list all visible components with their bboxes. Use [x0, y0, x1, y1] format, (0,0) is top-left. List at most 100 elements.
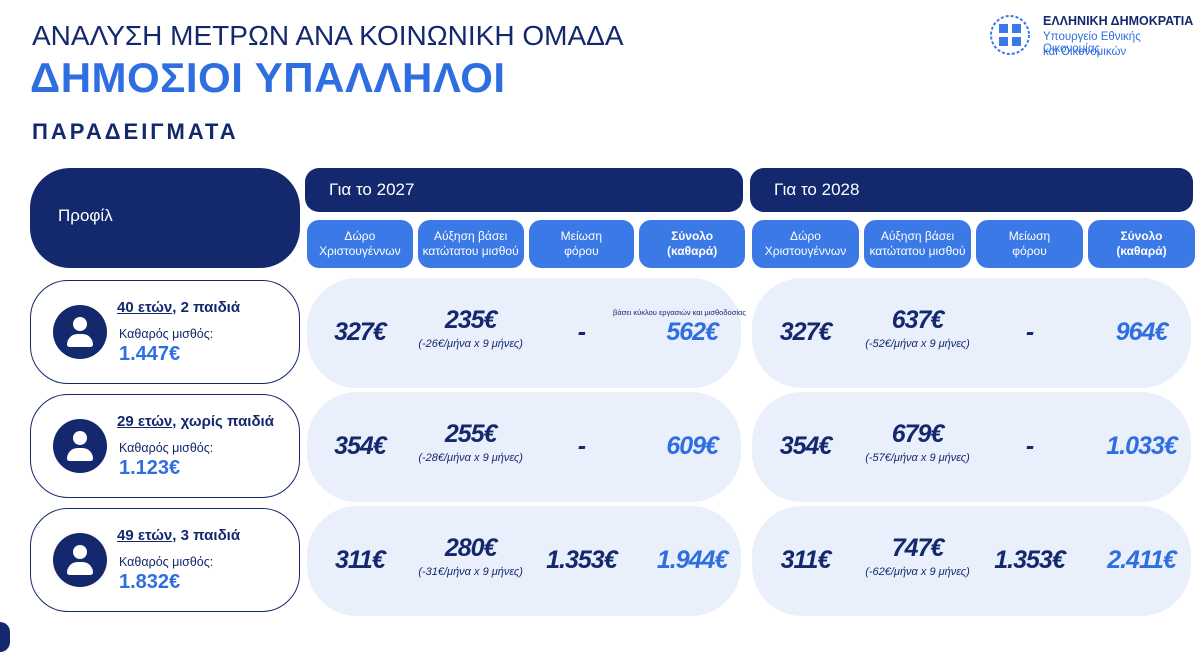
- profile-card: 49 ετών, 3 παιδιά Καθαρός μισθός: 1.832€: [30, 508, 300, 612]
- row-panel: 327€ 637€ (-52€/μήνα x 9 μήνες) - 964€: [752, 278, 1191, 388]
- tax-reduction: -: [577, 318, 586, 346]
- row-panel: 327€ 235€ (-26€/μήνα x 9 μήνες) - 562€: [307, 278, 741, 388]
- column-header-line: Χριστουγέννων: [319, 244, 401, 258]
- total: 964€: [1115, 318, 1169, 346]
- column-header-line: Δώρο: [344, 229, 376, 243]
- row-panel: 354€ 255€ (-28€/μήνα x 9 μήνες) - 609€: [307, 392, 741, 502]
- subtitle: ΔΗΜΟΣΙΟΙ ΥΠΑΛΛΗΛΟΙ: [30, 54, 506, 101]
- salary-label: Καθαρός μισθός:: [119, 327, 214, 341]
- tax-reduction: -: [1025, 432, 1034, 460]
- christmas-bonus: 311€: [780, 546, 832, 574]
- column-header-line: φόρου: [564, 244, 599, 258]
- row-panel: 311€ 747€ (-62€/μήνα x 9 μήνες) 1.353€ 2.411…: [752, 506, 1191, 616]
- total: 609€: [666, 432, 719, 460]
- column-header-line: κατώτατου μισθού: [869, 244, 966, 258]
- column-header-line: Αύξηση βάσει: [880, 229, 955, 243]
- christmas-bonus: 327€: [779, 318, 833, 346]
- profile-age: 29 ετών: [117, 413, 173, 430]
- row-panel: 354€ 679€ (-57€/μήνα x 9 μήνες) - 1.033€: [752, 392, 1191, 502]
- profile-age: 49 ετών: [117, 527, 173, 544]
- column-header-line: Σύνολο: [671, 229, 714, 243]
- period-header: Για το 2028: [750, 168, 1193, 212]
- raise: 280€: [444, 534, 498, 562]
- column-header-line: (καθαρά): [666, 244, 718, 258]
- column-header: Αύξηση βάσει κατώτατου μισθού: [417, 220, 524, 268]
- tax-reduction: -: [1025, 318, 1034, 346]
- raise-detail: (-57€/μήνα x 9 μήνες): [865, 452, 970, 464]
- column-header-line: Μείωση: [560, 229, 603, 243]
- profile-name: 40 ετών, 2 παιδιά: [117, 299, 240, 316]
- profile-family: , 3 παιδιά: [172, 527, 241, 544]
- profile-family: , 2 παιδιά: [172, 299, 241, 316]
- profile-card: 29 ετών, χωρίς παιδιά Καθαρός μισθός: 1.12…: [30, 394, 300, 498]
- column-header-line: Μείωση: [1008, 229, 1051, 243]
- raise: 255€: [444, 420, 498, 448]
- raise-detail: (-28€/μήνα x 9 μήνες): [418, 452, 523, 464]
- icon-body: [67, 562, 93, 575]
- raise: 747€: [891, 534, 945, 562]
- period-title: Για το 2028: [774, 180, 860, 199]
- column-header-line: (καθαρά): [1116, 244, 1167, 258]
- profile-name: 29 ετών, χωρίς παιδιά: [117, 413, 274, 430]
- column-header: Σύνολο (καθαρά): [1088, 220, 1195, 268]
- row-panel: 311€ 280€ (-31€/μήνα x 9 μήνες) 1.353€ 1.944…: [307, 506, 741, 616]
- salary: 1.447€: [119, 343, 181, 365]
- raise: 235€: [444, 306, 498, 334]
- christmas-bonus: 354€: [334, 432, 387, 460]
- column-header-line: κατώτατου μισθού: [422, 244, 519, 258]
- raise: 679€: [891, 420, 945, 448]
- profile-icon: [53, 305, 107, 359]
- column-header-line: Χριστουγέννων: [764, 244, 847, 258]
- column-header-line: φόρου: [1012, 244, 1047, 258]
- icon-head: [73, 545, 87, 559]
- total: 1.033€: [1106, 432, 1177, 460]
- column-header-line: Σύνολο: [1120, 229, 1163, 243]
- icon-body: [67, 448, 93, 461]
- salary: 1.832€: [119, 571, 181, 593]
- column-header-line: Αύξηση βάσει: [433, 229, 508, 243]
- tax-reduction: -: [577, 432, 586, 460]
- column-header: Μείωση φόρου: [528, 220, 635, 268]
- column-header: Δώρο Χριστουγέννων: [752, 220, 859, 268]
- total: 2.411€: [1107, 546, 1177, 574]
- icon-head: [73, 317, 87, 331]
- page: ΑΝΑΛΥΣΗ ΜΕΤΡΩΝ ΑΝΑ ΚΟΙΝΩΝΙΚΗ ΟΜΑΔΑ ΔΗΜΟΣ…: [0, 14, 1195, 652]
- raise-detail: (-26€/μήνα x 9 μήνες): [418, 338, 523, 350]
- profile-name: 49 ετών, 3 παιδιά: [117, 527, 240, 544]
- profile-icon: [53, 419, 107, 473]
- christmas-bonus: 311€: [334, 546, 386, 574]
- period-header: Για το 2027: [305, 168, 743, 212]
- christmas-bonus: 327€: [334, 318, 387, 346]
- column-header: Αύξηση βάσει κατώτατου μισθού: [864, 220, 971, 268]
- raise-detail: (-62€/μήνα x 9 μήνες): [865, 566, 970, 578]
- icon-head: [73, 431, 87, 445]
- section-title: ΠΑΡΑΔΕΙΓΜΑΤΑ: [32, 119, 239, 144]
- note: βάσει κύκλου εργασιών και μισθοδοσίας: [613, 308, 746, 317]
- logo-line1: ΕΛΛΗΝΙΚΗ ΔΗΜΟΚΡΑΤΙΑ: [1043, 14, 1194, 28]
- profile-icon: [53, 533, 107, 587]
- logo-line2: Υπουργείο Εθνικής Οικονομίας: [1043, 31, 1141, 55]
- column-header-line: Δώρο: [790, 229, 821, 243]
- salary-label: Καθαρός μισθός:: [119, 441, 214, 455]
- raise-detail: (-31€/μήνα x 9 μήνες): [418, 566, 523, 578]
- column-header: Μείωση φόρου: [976, 220, 1083, 268]
- total: 1.944€: [656, 546, 728, 574]
- column-header: Σύνολο (καθαρά): [639, 220, 745, 268]
- emblem: [990, 15, 1030, 55]
- profile-header: Προφίλ: [30, 168, 300, 268]
- period-title: Για το 2027: [329, 180, 415, 199]
- raise-detail: (-52€/μήνα x 9 μήνες): [865, 338, 970, 350]
- corner: [0, 622, 10, 652]
- icon-body: [67, 334, 93, 347]
- tax-reduction: 1.353€: [994, 546, 1065, 574]
- salary: 1.123€: [119, 457, 181, 479]
- raise: 637€: [891, 306, 945, 334]
- total: 562€: [666, 318, 719, 346]
- profile-age: 40 ετών: [117, 299, 173, 316]
- profile-family: , χωρίς παιδιά: [172, 413, 274, 430]
- title: ΑΝΑΛΥΣΗ ΜΕΤΡΩΝ ΑΝΑ ΚΟΙΝΩΝΙΚΗ ΟΜΑΔΑ: [32, 20, 624, 51]
- tax-reduction: 1.353€: [546, 546, 617, 574]
- profile-header-text: Προφίλ: [58, 206, 113, 225]
- profile-card: 40 ετών, 2 παιδιά Καθαρός μισθός: 1.447€: [30, 280, 300, 384]
- salary-label: Καθαρός μισθός:: [119, 555, 214, 569]
